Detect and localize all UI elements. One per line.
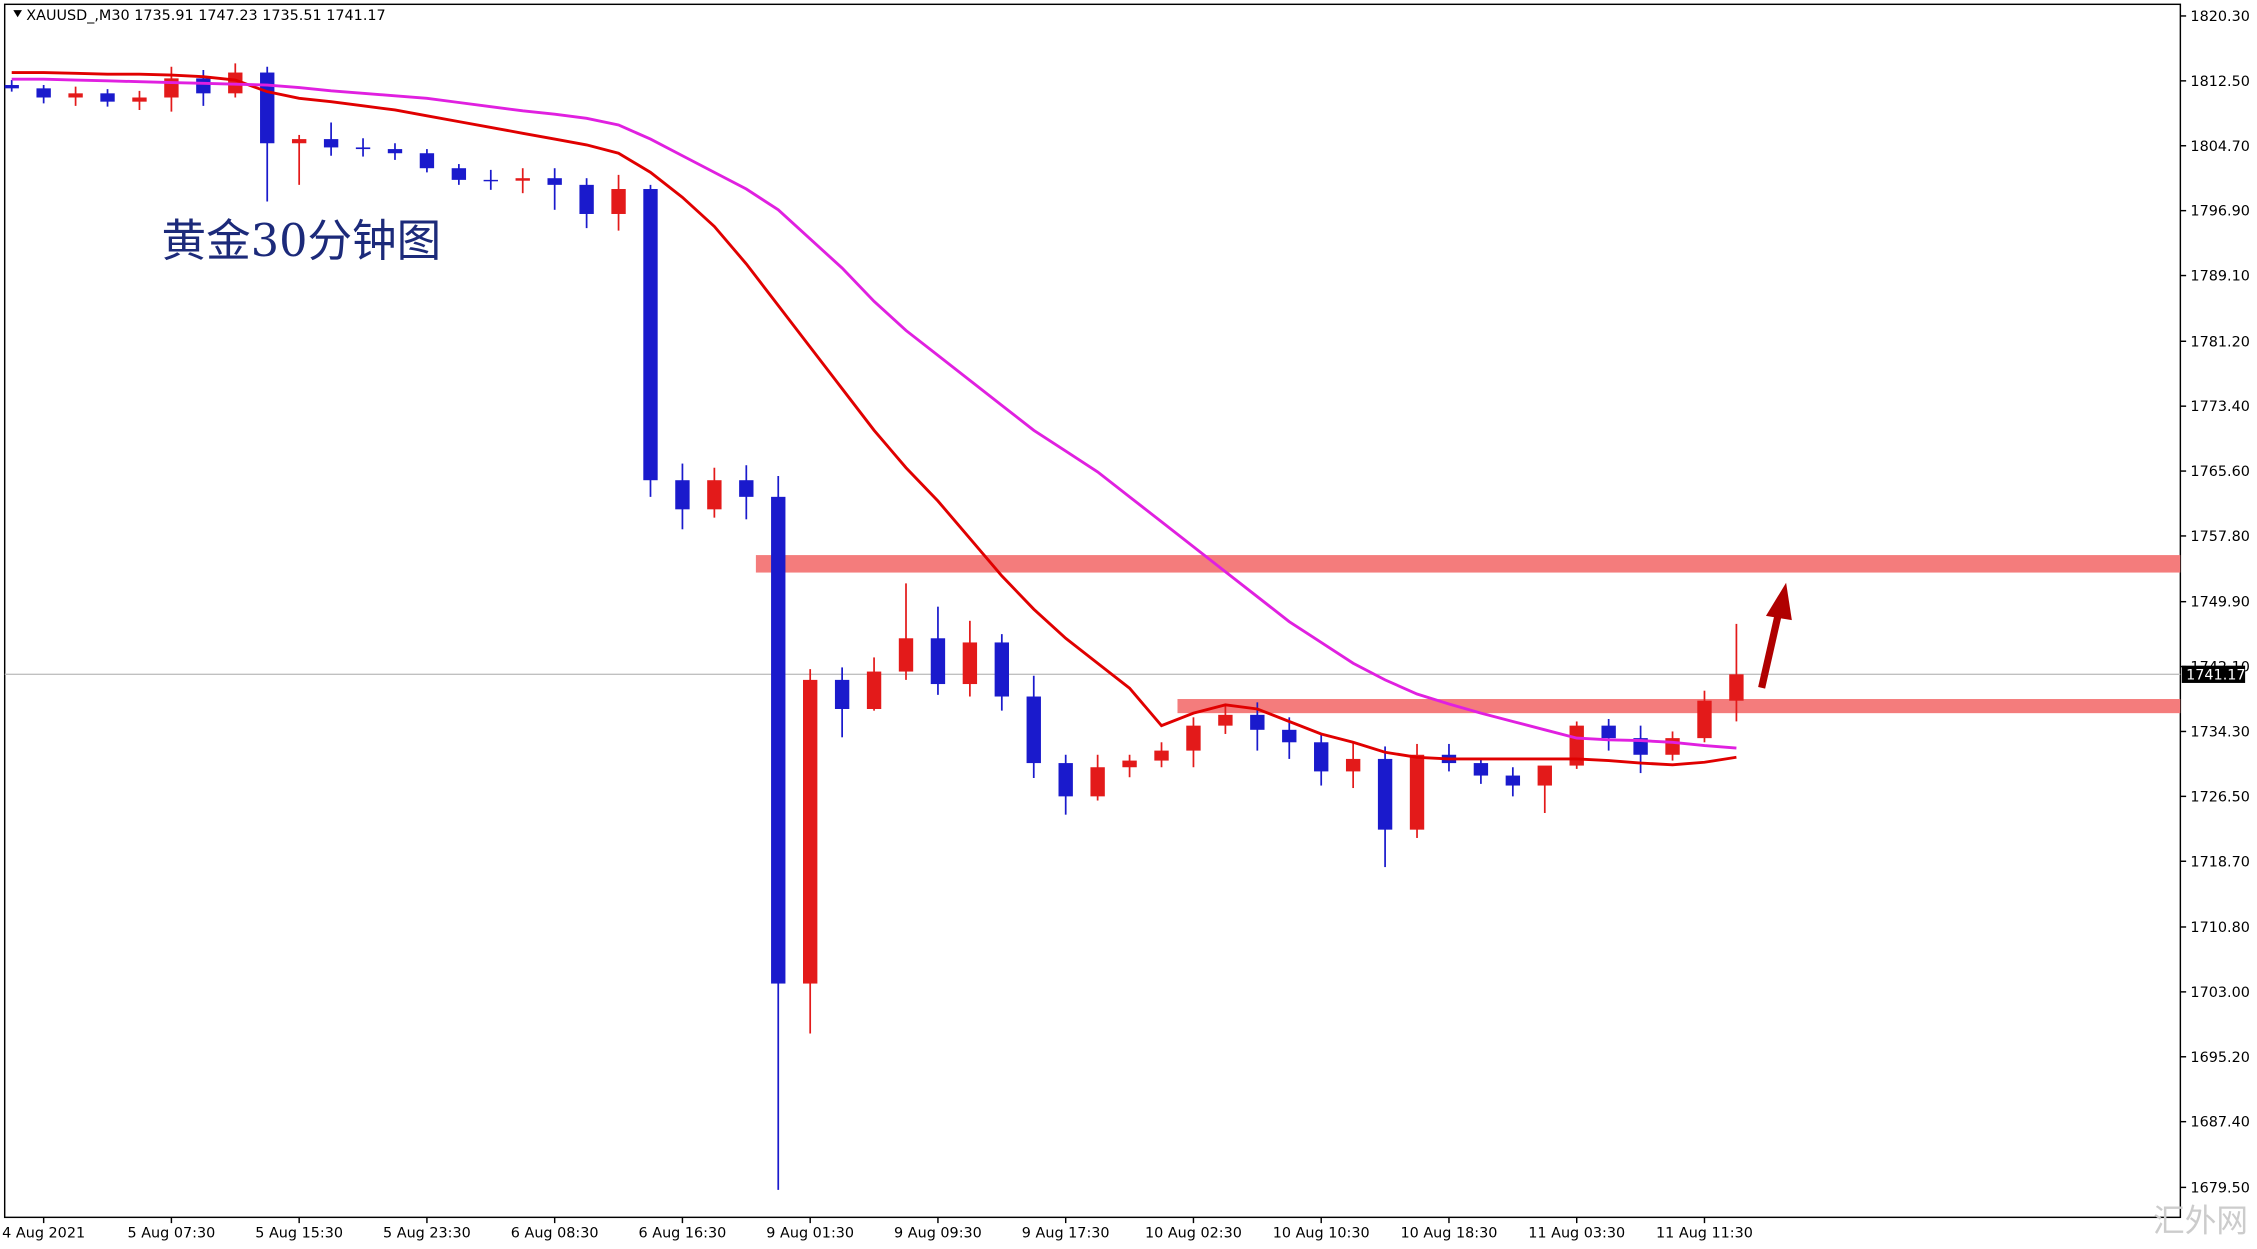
candle-body: [1377, 758, 1393, 830]
moving-average: [11, 77, 1737, 750]
candle-body: [451, 168, 467, 180]
candle-body: [739, 480, 754, 497]
y-tick-label: 1804.70: [2190, 139, 2249, 155]
candle-body: [707, 480, 722, 510]
last-price-label: 1741.17: [2186, 667, 2245, 683]
candle-body: [1186, 725, 1201, 751]
candle-body: [483, 179, 498, 182]
candle-body: [547, 178, 562, 185]
y-tick-label: 1687.40: [2190, 1115, 2249, 1131]
candle-body: [579, 184, 594, 214]
watermark: 汇外网: [2153, 1204, 2248, 1240]
x-tick-label: 5 Aug 15:30: [255, 1225, 343, 1241]
candle-body: [834, 679, 850, 710]
candle-body: [260, 72, 275, 144]
y-tick-label: 1789.10: [2190, 269, 2249, 285]
plot-area: [4, 63, 2181, 1190]
zone: [1177, 699, 2181, 714]
candle-body: [1569, 725, 1584, 766]
y-tick-label: 1718.70: [2190, 854, 2249, 870]
x-tick-label: 5 Aug 07:30: [128, 1225, 216, 1241]
candle-body: [68, 93, 83, 98]
y-tick-label: 1679.50: [2190, 1180, 2249, 1196]
x-tick-label: 4 Aug 2021: [2, 1225, 85, 1241]
candle-body: [515, 178, 530, 181]
candle-body: [132, 97, 147, 102]
candle-body: [643, 189, 658, 481]
y-tick-label: 1726.50: [2190, 789, 2249, 805]
x-tick-label: 11 Aug 03:30: [1528, 1225, 1625, 1241]
candle-body: [1122, 760, 1137, 768]
x-tick-label: 10 Aug 10:30: [1273, 1225, 1370, 1241]
candle-body: [1218, 714, 1233, 726]
candle-body: [1345, 758, 1361, 772]
plot-frame: [3, 3, 2182, 1219]
candle-body: [1282, 729, 1297, 743]
x-tick-label: 6 Aug 08:30: [511, 1225, 599, 1241]
y-tick-label: 1710.80: [2190, 920, 2249, 936]
candle-body: [675, 480, 690, 510]
candle-body: [866, 671, 882, 710]
candle-body: [1409, 754, 1425, 830]
candle-body: [898, 638, 914, 672]
candle-body: [196, 78, 211, 94]
candle-body: [1154, 750, 1169, 761]
y-tick-label: 1796.90: [2190, 204, 2249, 220]
candle-body: [803, 679, 818, 984]
candle-body: [355, 147, 371, 150]
annotation: 黄金30分钟图: [162, 215, 442, 267]
y-tick-label: 1757.80: [2190, 529, 2249, 545]
y-tick-label: 1820.30: [2190, 9, 2249, 25]
candle-body: [1601, 725, 1616, 739]
candle-body: [1090, 767, 1105, 797]
candle-body: [1729, 674, 1744, 701]
candle-body: [994, 642, 1010, 697]
candle-body: [1505, 775, 1521, 786]
candle-body: [387, 149, 403, 154]
y-tick-label: 1773.40: [2190, 399, 2249, 415]
moving-average: [11, 71, 1737, 767]
candle-body: [1697, 700, 1712, 739]
candle-body: [1250, 714, 1265, 730]
candle-body: [1058, 763, 1073, 797]
x-tick-label: 5 Aug 23:30: [383, 1225, 471, 1241]
candle-body: [1473, 763, 1489, 776]
candle-body: [323, 139, 339, 148]
x-tick-label: 9 Aug 17:30: [1022, 1225, 1110, 1241]
candle-body: [291, 139, 307, 144]
candle-body: [1633, 738, 1648, 755]
x-tick-label: 10 Aug 02:30: [1145, 1225, 1242, 1241]
y-tick-label: 1695.20: [2190, 1050, 2249, 1066]
x-tick-label: 9 Aug 01:30: [766, 1225, 854, 1241]
zone: [755, 555, 2181, 573]
y-tick-label: 1734.30: [2190, 725, 2249, 741]
arrow: [1758, 582, 1792, 689]
candle-body: [4, 85, 19, 89]
x-tick-label: 10 Aug 18:30: [1400, 1225, 1497, 1241]
y-tick-label: 1812.50: [2190, 74, 2249, 90]
candle-body: [1537, 765, 1552, 786]
y-tick-label: 1781.20: [2190, 334, 2249, 350]
candle-body: [611, 189, 626, 214]
candle-body: [771, 496, 786, 984]
candle-body: [930, 638, 946, 685]
chart-title: XAUUSD_,M30 1735.91 1747.23 1735.51 1741…: [26, 8, 385, 24]
candle-body: [419, 153, 435, 169]
x-tick-label: 9 Aug 09:30: [894, 1225, 982, 1241]
last-price-box: [2181, 665, 2246, 683]
candle-body: [962, 642, 978, 685]
candle-body: [36, 88, 51, 98]
candle-body: [100, 93, 115, 102]
candle-body: [1314, 742, 1329, 772]
menu-icon[interactable]: [13, 10, 22, 18]
y-tick-label: 1703.00: [2190, 985, 2249, 1001]
x-tick-label: 11 Aug 11:30: [1656, 1225, 1753, 1241]
candle-body: [1026, 696, 1041, 764]
y-tick-label: 1765.60: [2190, 464, 2249, 480]
y-tick-label: 1749.90: [2190, 595, 2249, 611]
x-tick-label: 6 Aug 16:30: [639, 1225, 727, 1241]
